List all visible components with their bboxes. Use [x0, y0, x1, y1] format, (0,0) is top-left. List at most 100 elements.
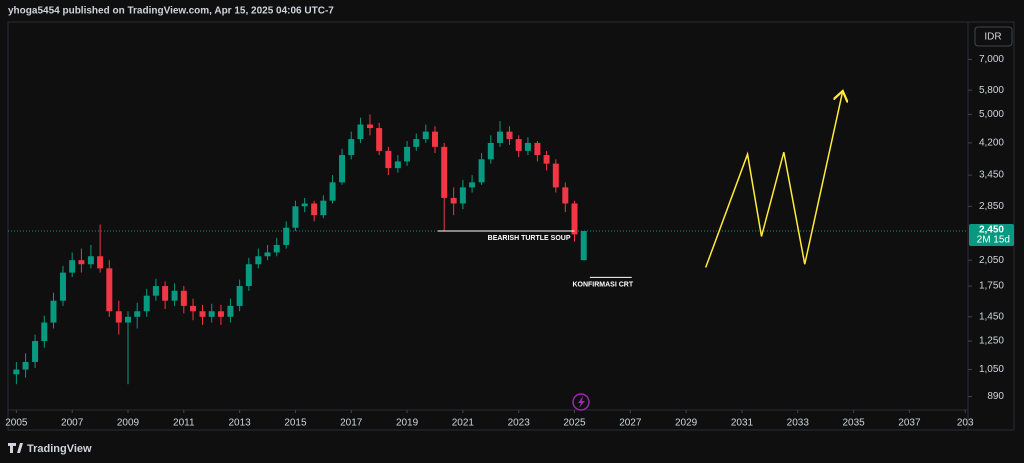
candle	[459, 179, 466, 210]
candle-body	[115, 311, 122, 323]
candle	[245, 257, 252, 291]
candle-body	[125, 316, 131, 323]
candle	[366, 114, 373, 136]
candle	[217, 304, 224, 325]
candle-body	[562, 187, 569, 204]
x-tick-label: 2027	[619, 418, 642, 429]
candle-body	[320, 200, 327, 216]
candle	[22, 353, 29, 378]
candle-body	[245, 264, 252, 287]
candle-body	[255, 256, 262, 265]
x-tick-label: 2031	[731, 418, 754, 429]
currency[interactable]: IDR	[984, 32, 1001, 43]
candle	[69, 252, 76, 277]
candle	[469, 175, 476, 193]
candle-body	[13, 369, 20, 375]
candle	[413, 133, 420, 151]
annotation-label: KONFIRMASI CRT	[572, 281, 633, 288]
candle-body	[32, 341, 39, 362]
event-bolt	[578, 396, 585, 408]
y-tick-label: 5,000	[979, 109, 1004, 120]
x-tick-label: 2023	[508, 418, 531, 429]
x-tick-label: 2013	[229, 418, 252, 429]
projection-line	[704, 92, 843, 268]
candle-body	[301, 203, 308, 207]
candle	[171, 283, 178, 306]
candle-body	[171, 290, 178, 301]
x-tick-label: 203	[957, 418, 974, 429]
last-price-label: 2,450	[979, 225, 1004, 236]
candle	[199, 304, 206, 325]
candle-body	[152, 286, 159, 296]
candle	[264, 244, 271, 261]
candle-body	[59, 272, 66, 301]
candle-body	[459, 187, 466, 204]
y-tick-label: 1,250	[979, 336, 1004, 347]
candle-body	[339, 155, 346, 183]
x-tick-label: 2015	[284, 418, 307, 429]
candle	[162, 281, 169, 310]
candle	[180, 286, 187, 314]
candle-body	[236, 286, 243, 306]
x-tick-label: 2025	[563, 418, 586, 429]
y-tick-label: 3,450	[979, 170, 1004, 181]
candle	[78, 248, 85, 273]
candle-body	[487, 142, 494, 160]
candle-body	[199, 311, 206, 317]
candle-body	[534, 142, 541, 156]
candle	[441, 142, 448, 232]
candle-body	[329, 182, 336, 201]
candle	[487, 135, 494, 164]
x-tick-label: 2019	[396, 418, 419, 429]
candle-body	[217, 311, 224, 317]
candle-body	[180, 290, 187, 306]
candle-body	[134, 311, 141, 317]
candle	[404, 140, 411, 166]
candle	[152, 278, 159, 301]
candle	[580, 231, 587, 261]
candle	[357, 117, 364, 143]
event-icon[interactable]	[572, 393, 590, 411]
candle	[255, 248, 262, 269]
candle	[311, 200, 318, 222]
candle-body	[515, 139, 522, 151]
candle	[524, 137, 531, 156]
candle-body	[543, 155, 550, 164]
candle	[571, 200, 578, 242]
candle-body	[50, 300, 57, 323]
candle	[87, 244, 94, 269]
x-tick-label: 2017	[340, 418, 363, 429]
x-tick-label: 2033	[787, 418, 810, 429]
candle	[115, 300, 122, 335]
x-tick-label: 2037	[898, 418, 921, 429]
candle-body	[87, 256, 94, 265]
candle	[301, 197, 308, 213]
candle-body	[22, 361, 29, 370]
header: yhoga5454 published on TradingView.com, …	[8, 6, 334, 17]
y-tick-label: 2,050	[979, 255, 1004, 266]
candle-body	[69, 260, 76, 273]
candle-body	[162, 286, 169, 301]
candle	[534, 140, 541, 162]
candle-body	[264, 252, 271, 257]
candle-body	[227, 305, 234, 317]
currency-button[interactable]	[974, 26, 1013, 47]
candle-body	[357, 124, 364, 140]
x-tick-label: 2009	[117, 418, 140, 429]
candle	[431, 126, 438, 153]
candle-body	[311, 203, 318, 216]
candle-body	[394, 161, 401, 169]
x-tick-label: 2011	[173, 418, 195, 429]
candle-body	[404, 146, 411, 162]
last-price-box	[969, 224, 1014, 247]
x-tick-label: 2029	[675, 418, 698, 429]
candle-body	[580, 231, 587, 261]
candle-body	[208, 311, 215, 317]
candle	[134, 302, 141, 329]
candle	[552, 159, 559, 193]
candle-body	[366, 124, 373, 129]
candle	[515, 135, 522, 158]
candle-body	[441, 146, 448, 198]
candle	[59, 265, 66, 306]
